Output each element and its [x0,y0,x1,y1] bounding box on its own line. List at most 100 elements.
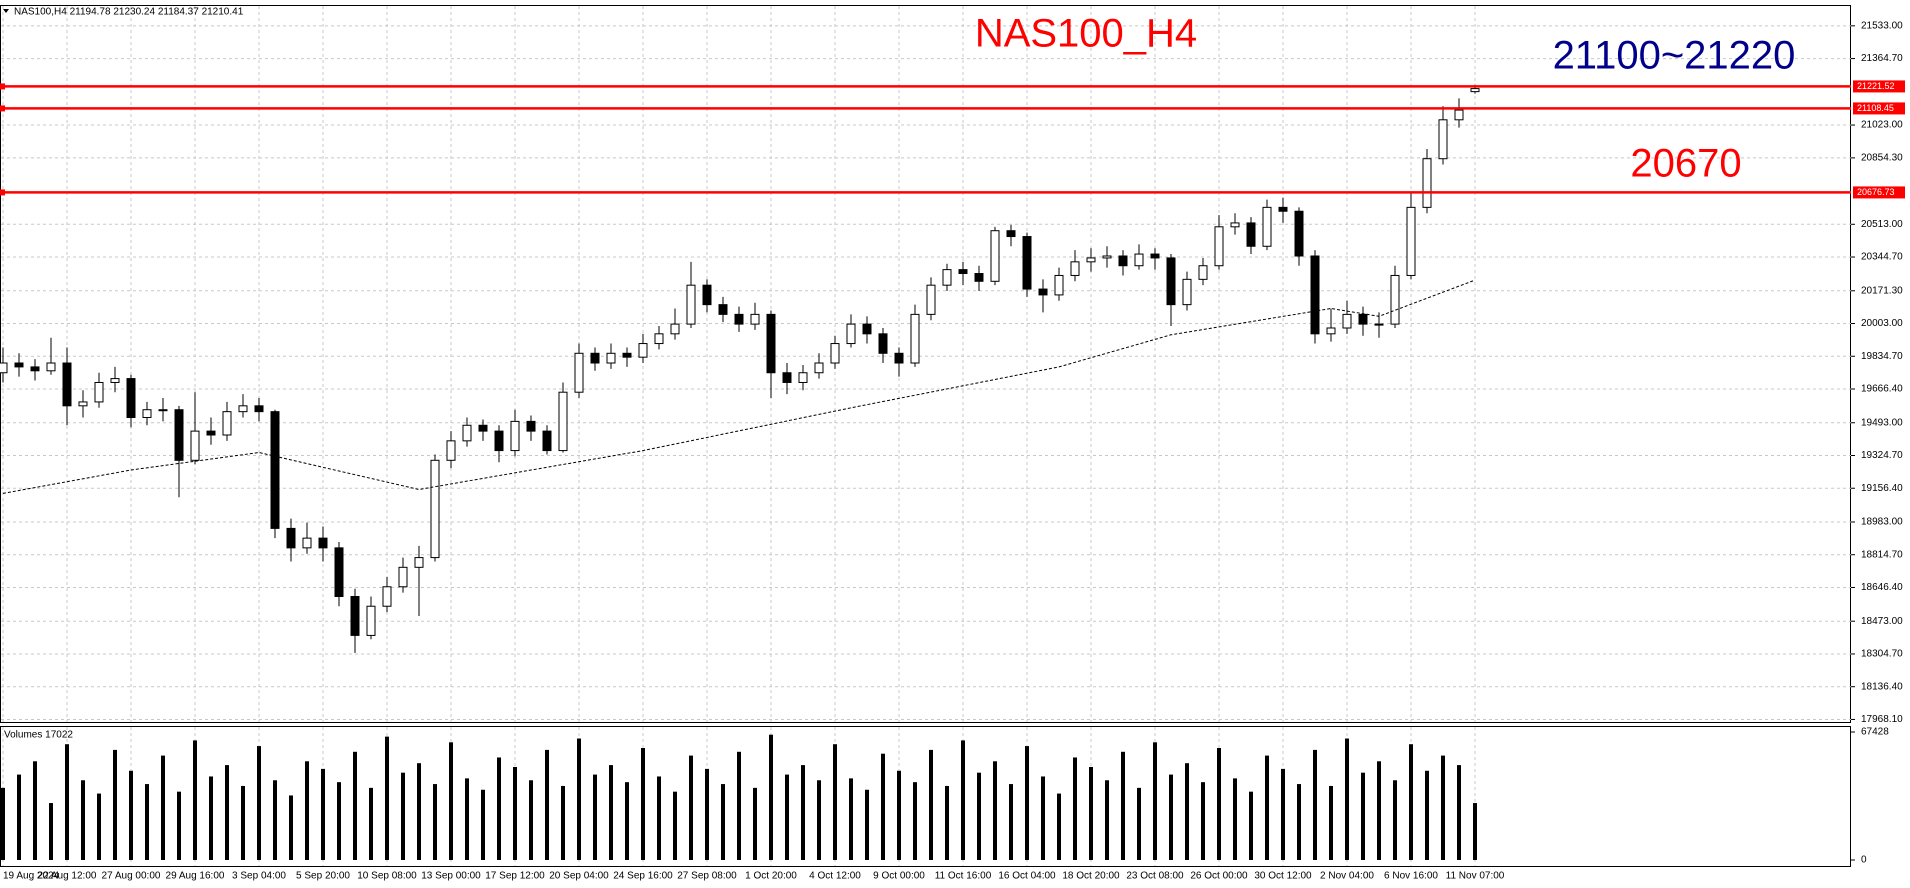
y-tick-label: 18304.70 [1861,649,1903,660]
candle-body [190,430,200,461]
candle-body [590,352,600,364]
volume-bar [881,753,885,860]
volume-bar [97,793,101,860]
x-tick-label: 5 Sep 20:00 [296,871,350,882]
volume-panel [0,726,1851,867]
candle-body [126,378,136,418]
candle-body [1406,206,1416,276]
y-tick-label: 18136.40 [1861,681,1903,692]
volume-bar [225,765,229,860]
volume-bar [593,774,597,860]
y-tick-label: 67428 [1861,727,1889,738]
x-tick-label: 20 Sep 04:00 [549,871,609,882]
volume-bar [369,787,373,860]
volume-bar [897,770,901,860]
volume-bar [1041,776,1045,860]
x-tick-label: 13 Sep 00:00 [421,871,481,882]
header-arrow [3,9,9,13]
candle-body [686,284,696,325]
level-handle [0,189,5,196]
volume-bar [833,744,837,860]
volume-bar [33,761,37,860]
x-tick-label: 17 Sep 12:00 [485,871,545,882]
volume-bar [65,744,69,860]
x-tick-label: 29 Aug 16:00 [166,871,225,882]
volume-bar [1329,785,1333,860]
candle-body [398,566,408,588]
volume-bar [289,795,293,860]
volume-bar [209,776,213,860]
volume-bar [81,780,85,860]
candle-body [558,391,568,452]
volume-bar [1297,784,1301,860]
volume-bar [657,776,661,860]
candle-body [1358,313,1368,325]
volume-bar [353,751,357,860]
x-tick-label: 30 Oct 12:00 [1254,871,1312,882]
volume-bar [497,757,501,860]
volume-bar [401,772,405,860]
candle-body [910,313,920,364]
candle-body [286,527,296,549]
candle-body [1470,88,1480,93]
volume-bar [705,768,709,860]
candle-body [878,333,888,354]
volume-bar [1201,782,1205,860]
candle-body [0,362,8,374]
y-tick-label: 17968.10 [1861,714,1903,725]
candle-body [382,586,392,607]
y-tick-label: 19324.70 [1861,450,1903,461]
volume-bar [1361,772,1365,860]
candle-body [1454,109,1464,121]
candle-body [606,352,616,364]
candle-body [30,366,40,372]
volume-bar [177,791,181,860]
volume-bar [433,784,437,860]
x-tick-label: 10 Sep 08:00 [357,871,417,882]
x-tick-label: 27 Sep 08:00 [677,871,737,882]
candle-body [1310,255,1320,335]
x-tick-label: 24 Sep 16:00 [613,871,673,882]
candle-body [494,430,504,452]
volume-bar [1441,755,1445,860]
volume-bar [1425,770,1429,860]
y-tick-label: 19156.40 [1861,483,1903,494]
candle-body [974,273,984,282]
level-label: 21108.45 [1857,103,1894,113]
candle-body [1342,313,1352,329]
candle-body [798,372,808,383]
volume-bar [1233,778,1237,860]
volume-bar [1265,755,1269,860]
volume-bar [1057,793,1061,860]
candle-body [254,405,264,413]
candle-body [1278,206,1288,212]
volume-bar [1249,791,1253,860]
volume-bar [1025,746,1029,860]
chart-title: NAS100_H4 [975,12,1197,56]
candle-body [206,430,216,436]
volume-bar [721,784,725,860]
candle-body [1166,257,1176,306]
volume-bar [1169,774,1173,860]
volume-bar [1089,766,1093,860]
marks [0,25,1855,861]
candle-body [478,424,488,432]
candle-body [1022,236,1032,290]
candle-body [846,323,856,345]
volume-bar [817,780,821,860]
candle-body [574,352,584,393]
volume-bar [481,789,485,860]
volume-bar [1409,744,1413,860]
y-tick-label: 19834.70 [1861,351,1903,362]
volume-bar [1105,780,1109,860]
x-tick-label: 6 Nov 16:00 [1384,871,1438,882]
level-label: 20676.73 [1857,187,1895,197]
volume-bar [385,736,389,860]
volume-bar [625,782,629,860]
x-tick-label: 23 Oct 08:00 [1126,871,1184,882]
volume-bar [673,791,677,860]
candle-body [1214,226,1224,267]
volume-bar [337,782,341,860]
x-tick-label: 27 Aug 00:00 [102,871,161,882]
candle-body [702,284,712,306]
